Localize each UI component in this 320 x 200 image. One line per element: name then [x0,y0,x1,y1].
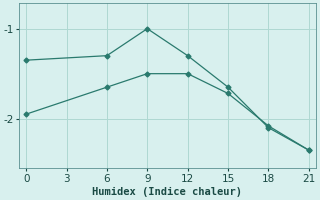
X-axis label: Humidex (Indice chaleur): Humidex (Indice chaleur) [92,186,243,197]
